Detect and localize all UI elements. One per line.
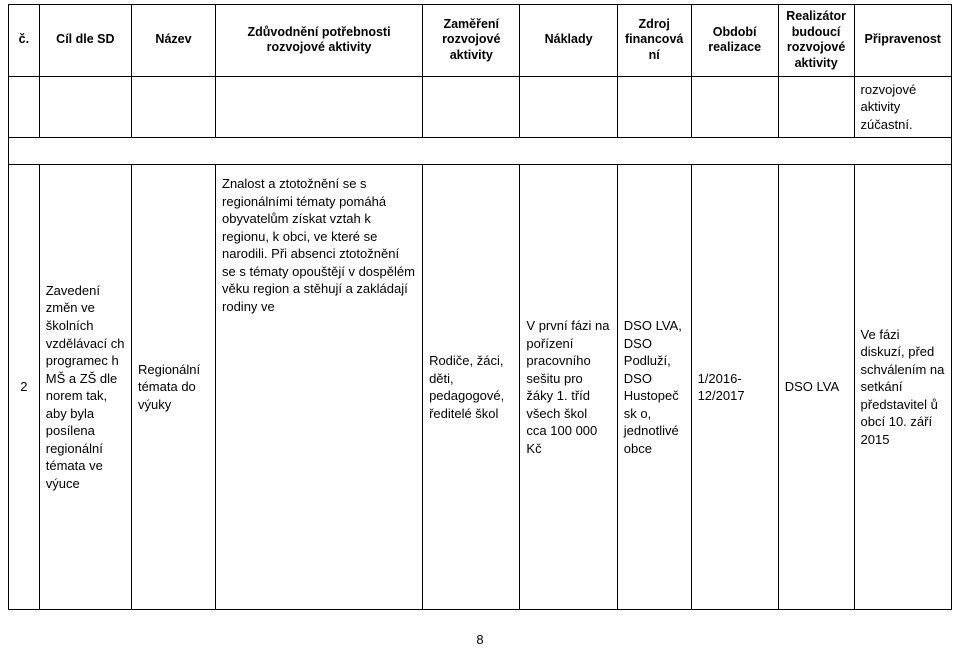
cell-naklady: V první fázi na pořízení pracovního seši… [520, 165, 617, 610]
cell-nazev: Regionální témata do výuky [131, 165, 215, 610]
cell-realizator: DSO LVA [778, 165, 854, 610]
table-header-row: č. Cíl dle SD Název Zdůvodnění potřebnos… [9, 5, 952, 77]
col-header-naklady: Náklady [520, 5, 617, 77]
col-header-num: č. [9, 5, 40, 77]
carryover-c2 [131, 76, 215, 138]
cell-num: 2 [9, 165, 40, 610]
carryover-c6 [617, 76, 691, 138]
carryover-c0 [9, 76, 40, 138]
carryover-c3 [216, 76, 423, 138]
col-header-zamereni: Zaměření rozvojové aktivity [423, 5, 520, 77]
data-table: č. Cíl dle SD Název Zdůvodnění potřebnos… [8, 4, 952, 610]
col-header-obdobi: Období realizace [691, 5, 778, 77]
carryover-c1 [39, 76, 131, 138]
carryover-c4 [423, 76, 520, 138]
col-header-zduvodneni: Zdůvodnění potřebnosti rozvojové aktivit… [216, 5, 423, 77]
cell-zduvodneni: Znalost a ztotožnění se s regionálními t… [216, 165, 423, 610]
carryover-c5 [520, 76, 617, 138]
carryover-c7 [691, 76, 778, 138]
col-header-realizator: Realizátor budoucí rozvojové aktivity [778, 5, 854, 77]
cell-pripravenost: Ve fázi diskuzí, před schválením na setk… [854, 165, 951, 610]
col-header-pripravenost: Připravenost [854, 5, 951, 77]
page-number: 8 [0, 632, 960, 647]
cell-obdobi: 1/2016-12/2017 [691, 165, 778, 610]
cell-cil: Zavedení změn ve školních vzdělávací ch … [39, 165, 131, 610]
carryover-c9: rozvojové aktivity zúčastní. [854, 76, 951, 138]
cell-zamereni: Rodiče, žáci, děti, pedagogové, ředitelé… [423, 165, 520, 610]
col-header-cil: Cíl dle SD [39, 5, 131, 77]
carryover-row: rozvojové aktivity zúčastní. [9, 76, 952, 138]
page: č. Cíl dle SD Název Zdůvodnění potřebnos… [0, 0, 960, 653]
spacer-row [9, 138, 952, 165]
col-header-zdroj: Zdroj financování [617, 5, 691, 77]
col-header-nazev: Název [131, 5, 215, 77]
carryover-c8 [778, 76, 854, 138]
table-row: 2 Zavedení změn ve školních vzdělávací c… [9, 165, 952, 610]
cell-zdroj: DSO LVA, DSO Podluží, DSO Hustopečsk o, … [617, 165, 691, 610]
